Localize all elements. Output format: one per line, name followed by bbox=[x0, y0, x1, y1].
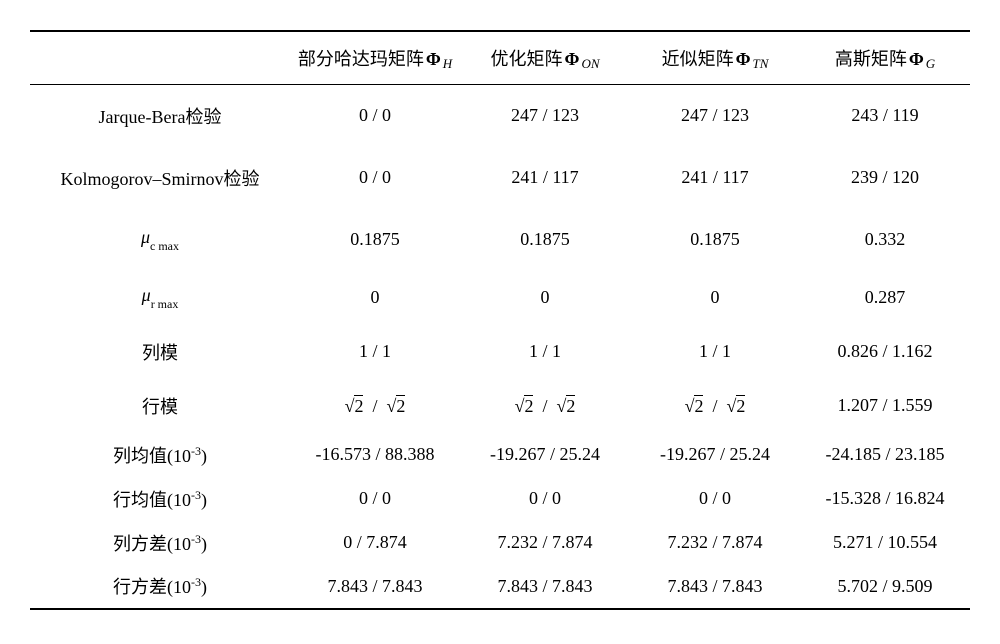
col2-prefix: 优化矩阵 bbox=[491, 45, 563, 71]
col1-symbol: Φ bbox=[426, 49, 441, 70]
table-cell: 0 bbox=[630, 271, 800, 325]
table-row: 行均值(10-3)0 / 00 / 00 / 0-15.328 / 16.824 bbox=[30, 477, 970, 521]
table-cell: 7.232 / 7.874 bbox=[460, 521, 630, 565]
table-cell: -19.267 / 25.24 bbox=[460, 433, 630, 477]
table-cell: 0.1875 bbox=[460, 209, 630, 271]
row-label: 列模 bbox=[30, 325, 290, 379]
table-row: 列方差(10-3)0 / 7.8747.232 / 7.8747.232 / 7… bbox=[30, 521, 970, 565]
table-cell: -19.267 / 25.24 bbox=[630, 433, 800, 477]
table-cell: 0.332 bbox=[800, 209, 970, 271]
col3-sub: TN bbox=[753, 56, 769, 72]
table-cell: 0 / 0 bbox=[290, 85, 460, 147]
row-label: 列方差(10-3) bbox=[30, 521, 290, 565]
table-cell: 0 bbox=[290, 271, 460, 325]
table-cell: 7.843 / 7.843 bbox=[290, 565, 460, 609]
row-label: 行均值(10-3) bbox=[30, 477, 290, 521]
table-cell: -16.573 / 88.388 bbox=[290, 433, 460, 477]
col1-sub: H bbox=[443, 56, 452, 72]
table-cell: √2 / √2 bbox=[460, 379, 630, 433]
row-label: μc max bbox=[30, 209, 290, 271]
table-cell: 0 / 0 bbox=[460, 477, 630, 521]
table-row: Kolmogorov–Smirnov检验0 / 0241 / 117241 / … bbox=[30, 147, 970, 209]
table-cell: 0 / 0 bbox=[290, 477, 460, 521]
table-row: 列均值(10-3)-16.573 / 88.388-19.267 / 25.24… bbox=[30, 433, 970, 477]
table-cell: 247 / 123 bbox=[460, 85, 630, 147]
table-cell: 0.826 / 1.162 bbox=[800, 325, 970, 379]
table-cell: -24.185 / 23.185 bbox=[800, 433, 970, 477]
table-body: Jarque-Bera检验0 / 0247 / 123247 / 123243 … bbox=[30, 85, 970, 609]
statistics-table: 部分哈达玛矩阵 ΦH 优化矩阵 ΦON 近似矩阵 ΦTN 高斯矩阵 bbox=[30, 30, 970, 610]
table-cell: 7.843 / 7.843 bbox=[460, 565, 630, 609]
row-label: 行方差(10-3) bbox=[30, 565, 290, 609]
table-cell: 1.207 / 1.559 bbox=[800, 379, 970, 433]
row-label: Kolmogorov–Smirnov检验 bbox=[30, 147, 290, 209]
table-cell: 0 / 0 bbox=[630, 477, 800, 521]
col-header-3: 近似矩阵 ΦTN bbox=[630, 31, 800, 85]
table-row: 行模√2 / √2√2 / √2√2 / √21.207 / 1.559 bbox=[30, 379, 970, 433]
table-cell: 1 / 1 bbox=[460, 325, 630, 379]
table-cell: √2 / √2 bbox=[290, 379, 460, 433]
table-cell: 7.843 / 7.843 bbox=[630, 565, 800, 609]
table-cell: 0 bbox=[460, 271, 630, 325]
table-cell: 0.1875 bbox=[290, 209, 460, 271]
table-row: Jarque-Bera检验0 / 0247 / 123247 / 123243 … bbox=[30, 85, 970, 147]
table-cell: 0.287 bbox=[800, 271, 970, 325]
col-header-2: 优化矩阵 ΦON bbox=[460, 31, 630, 85]
col4-sub: G bbox=[926, 56, 935, 72]
table-cell: 247 / 123 bbox=[630, 85, 800, 147]
col3-prefix: 近似矩阵 bbox=[662, 45, 734, 71]
table-row: μc max0.18750.18750.18750.332 bbox=[30, 209, 970, 271]
table-cell: 1 / 1 bbox=[290, 325, 460, 379]
table-cell: 243 / 119 bbox=[800, 85, 970, 147]
row-label: μr max bbox=[30, 271, 290, 325]
col4-symbol: Φ bbox=[909, 49, 924, 70]
table-cell: 0.1875 bbox=[630, 209, 800, 271]
header-blank bbox=[30, 31, 290, 85]
table-cell: 5.702 / 9.509 bbox=[800, 565, 970, 609]
table-cell: 5.271 / 10.554 bbox=[800, 521, 970, 565]
table-cell: 241 / 117 bbox=[630, 147, 800, 209]
table-cell: √2 / √2 bbox=[630, 379, 800, 433]
table-cell: 241 / 117 bbox=[460, 147, 630, 209]
col2-sub: ON bbox=[581, 56, 599, 72]
col-header-4: 高斯矩阵 ΦG bbox=[800, 31, 970, 85]
row-label: 行模 bbox=[30, 379, 290, 433]
table-cell: 1 / 1 bbox=[630, 325, 800, 379]
col3-symbol: Φ bbox=[736, 49, 751, 70]
col4-prefix: 高斯矩阵 bbox=[835, 45, 907, 71]
col2-symbol: Φ bbox=[565, 49, 580, 70]
header-row: 部分哈达玛矩阵 ΦH 优化矩阵 ΦON 近似矩阵 ΦTN 高斯矩阵 bbox=[30, 31, 970, 85]
table-row: 行方差(10-3)7.843 / 7.8437.843 / 7.8437.843… bbox=[30, 565, 970, 609]
table-cell: -15.328 / 16.824 bbox=[800, 477, 970, 521]
row-label: Jarque-Bera检验 bbox=[30, 85, 290, 147]
table-row: 列模1 / 11 / 11 / 10.826 / 1.162 bbox=[30, 325, 970, 379]
table-cell: 239 / 120 bbox=[800, 147, 970, 209]
col1-prefix: 部分哈达玛矩阵 bbox=[298, 45, 424, 71]
table-row: μr max0000.287 bbox=[30, 271, 970, 325]
row-label: 列均值(10-3) bbox=[30, 433, 290, 477]
col-header-1: 部分哈达玛矩阵 ΦH bbox=[290, 31, 460, 85]
table-cell: 7.232 / 7.874 bbox=[630, 521, 800, 565]
table-cell: 0 / 0 bbox=[290, 147, 460, 209]
table-cell: 0 / 7.874 bbox=[290, 521, 460, 565]
